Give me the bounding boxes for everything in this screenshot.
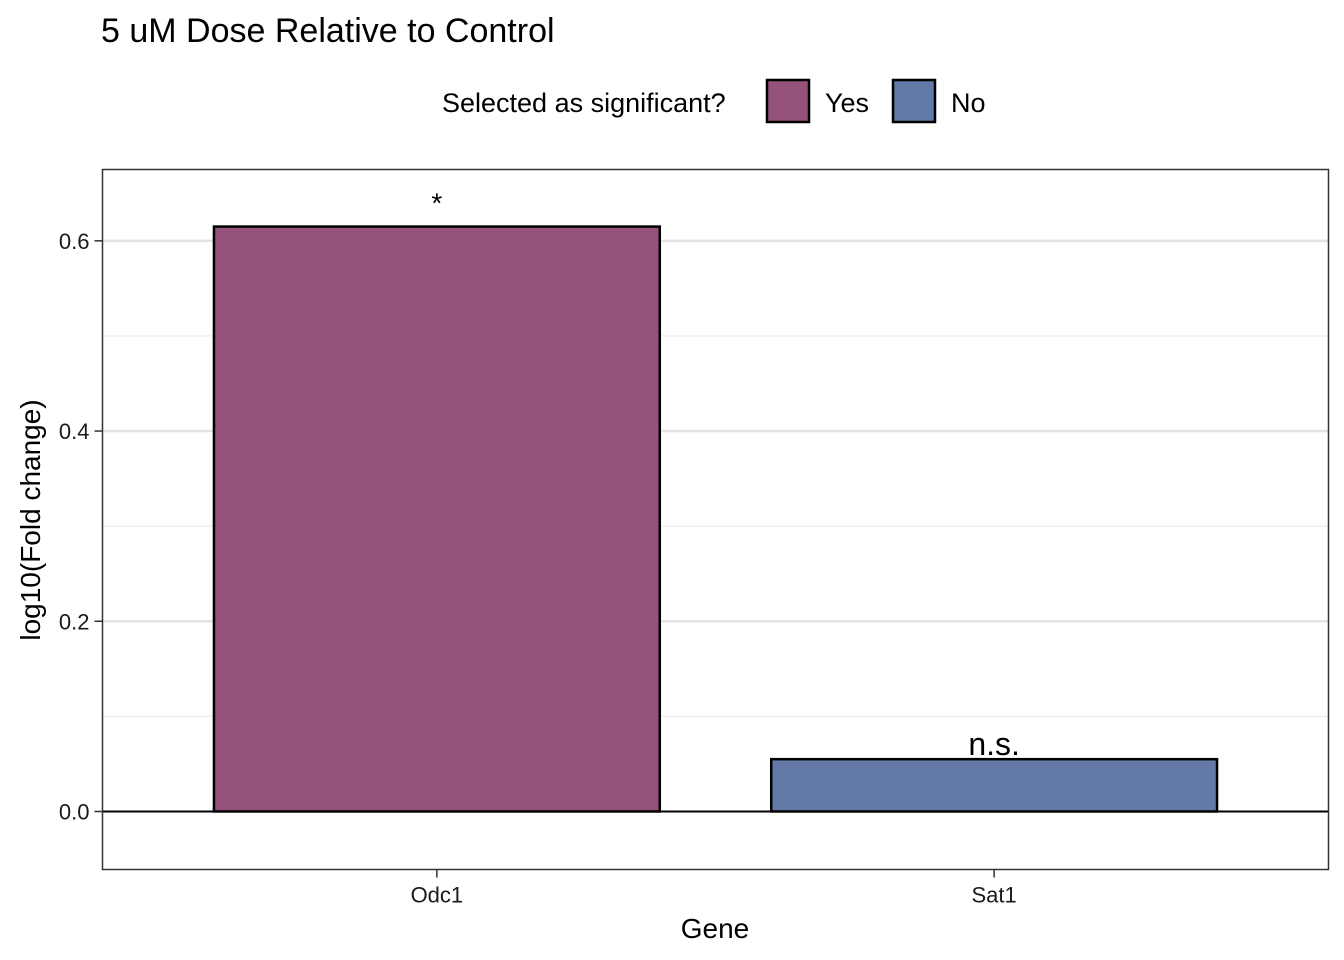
y-axis-title: log10(Fold change) [15,399,46,640]
bar-odc1 [212,225,662,813]
legend-title: Selected as significant? [442,88,726,118]
y-tick-label-3: 0.6 [59,229,90,254]
y-tick-label-1: 0.2 [59,609,90,634]
y-tick-label-2: 0.4 [59,419,90,444]
chart-title: 5 uM Dose Relative to Control [101,12,555,50]
annotation-sat1: n.s. [968,726,1020,762]
bar-sat1 [769,757,1219,813]
bars [212,225,1219,813]
legend-label-no: No [951,88,986,118]
plot-panel-border [101,168,1330,871]
legend-label-yes: Yes [825,88,869,118]
legend-swatch-no [891,78,937,124]
bar-annotations: * n.s. [431,188,1020,763]
x-axis: Odc1 Sat1 [411,869,1017,908]
y-axis: 0.0 0.2 0.4 0.6 [59,229,103,824]
legend-swatch-yes [765,78,811,124]
legend: Selected as significant? Yes No [442,78,986,124]
x-axis-title: Gene [681,913,750,944]
x-tick-label-odc1: Odc1 [411,883,464,908]
x-tick-label-sat1: Sat1 [972,883,1017,908]
annotation-odc1: * [431,188,442,219]
y-tick-label-0: 0.0 [59,799,90,824]
